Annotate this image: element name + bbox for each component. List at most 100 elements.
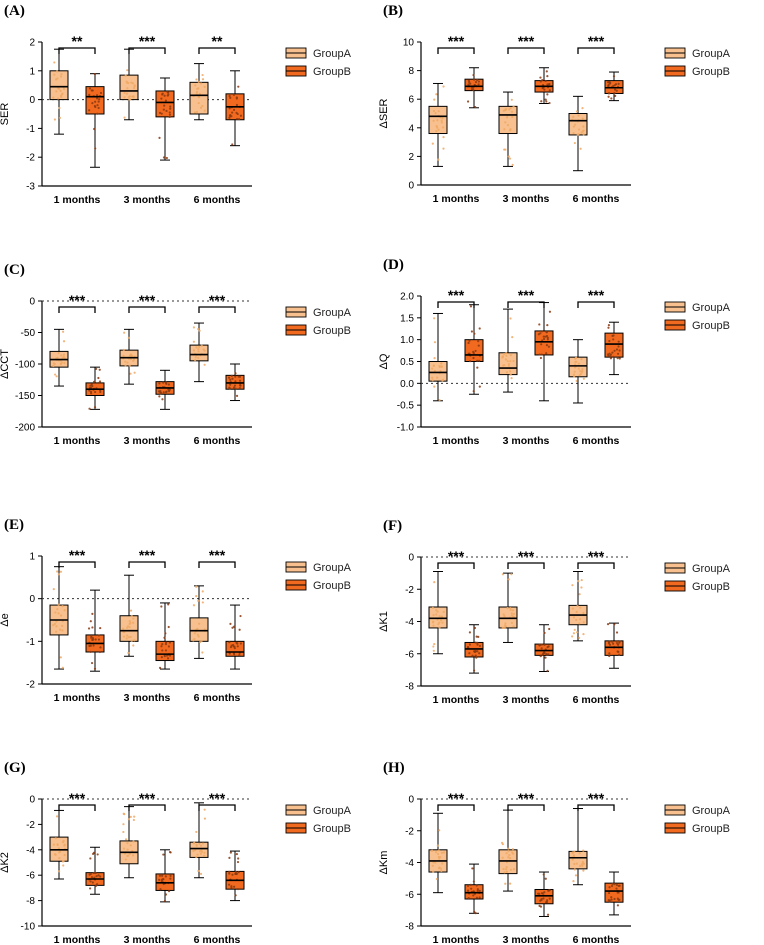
data-point (438, 829, 441, 832)
data-point (469, 883, 473, 886)
data-point (231, 143, 234, 146)
data-point (507, 850, 510, 853)
data-point (196, 853, 199, 856)
data-point (510, 377, 513, 380)
data-point (503, 352, 506, 356)
significance-label: *** (139, 33, 156, 49)
panel-label: (A) (4, 3, 25, 19)
category-label: 3 months (503, 934, 550, 945)
data-point (578, 593, 581, 596)
data-point (507, 578, 510, 581)
data-point (504, 882, 507, 885)
data-point (618, 884, 621, 887)
data-point (574, 363, 577, 366)
data-point (195, 90, 199, 94)
data-point (474, 105, 477, 109)
significance-label: *** (209, 547, 226, 563)
data-point (548, 89, 551, 92)
data-point (610, 97, 613, 100)
category-label: 3 months (124, 194, 171, 206)
data-point (233, 885, 236, 888)
data-point (91, 638, 94, 642)
data-point (472, 389, 475, 393)
data-point (160, 656, 163, 659)
data-point (582, 862, 585, 865)
data-point (478, 652, 481, 655)
data-point (575, 618, 578, 622)
data-point (616, 897, 619, 900)
data-point (122, 635, 126, 638)
data-point (199, 872, 203, 875)
significance-label: *** (69, 547, 86, 563)
data-point (56, 570, 59, 573)
data-point (228, 870, 231, 873)
data-point (195, 855, 198, 859)
data-point (99, 390, 102, 394)
data-point (582, 377, 585, 380)
data-point (160, 605, 163, 608)
data-point (57, 612, 60, 615)
significance-bracket (577, 301, 615, 308)
data-point (55, 620, 58, 623)
data-point (128, 364, 131, 367)
data-point (128, 98, 131, 101)
data-point (89, 620, 92, 623)
y-tick-label: -8 (405, 682, 414, 693)
data-point (436, 610, 439, 613)
data-point (612, 642, 615, 645)
y-tick-label: -10 (21, 922, 36, 933)
data-point (440, 362, 443, 365)
panel-label: (H) (383, 760, 405, 776)
data-point (504, 622, 507, 625)
data-point (158, 666, 162, 669)
data-point (167, 603, 170, 606)
data-point (577, 128, 581, 131)
data-point (96, 104, 99, 107)
data-point (92, 871, 95, 875)
data-point (606, 623, 610, 626)
legend-label: GroupB (313, 580, 351, 592)
y-tick-label: -1 (26, 124, 35, 135)
y-tick-label: -2 (405, 585, 414, 596)
y-tick-label: -2 (26, 153, 35, 164)
data-point (165, 156, 168, 160)
data-point (476, 359, 479, 362)
data-point (229, 383, 232, 386)
data-point (201, 601, 204, 604)
data-point (163, 636, 166, 639)
data-point (616, 650, 619, 653)
data-point (468, 652, 471, 655)
y-tick-label: -0.5 (397, 401, 415, 412)
data-point (239, 614, 242, 618)
data-point (164, 643, 168, 646)
data-point (545, 343, 549, 347)
data-point (545, 330, 548, 334)
data-point (544, 98, 547, 101)
data-point (575, 631, 579, 634)
data-point (59, 628, 62, 631)
data-point (581, 368, 584, 371)
groupb-box (464, 641, 484, 658)
y-axis-label: SER (0, 103, 11, 126)
significance-label: *** (518, 548, 535, 564)
data-point (611, 882, 614, 886)
data-point (546, 93, 549, 96)
legend-label: GroupB (313, 823, 351, 835)
data-point (467, 83, 470, 86)
significance-bracket (437, 562, 475, 569)
data-point (192, 349, 196, 352)
data-point (88, 109, 91, 112)
data-point (97, 106, 100, 110)
data-point (472, 351, 475, 355)
data-point (613, 623, 616, 626)
y-tick-label: -4 (405, 858, 414, 869)
data-point (431, 367, 434, 370)
data-point (63, 609, 66, 612)
data-point (98, 98, 101, 101)
data-point (99, 646, 102, 649)
data-point (467, 341, 470, 345)
data-point (476, 650, 479, 653)
data-point (503, 626, 506, 629)
category-label: 3 months (124, 435, 171, 447)
data-point (505, 108, 508, 111)
